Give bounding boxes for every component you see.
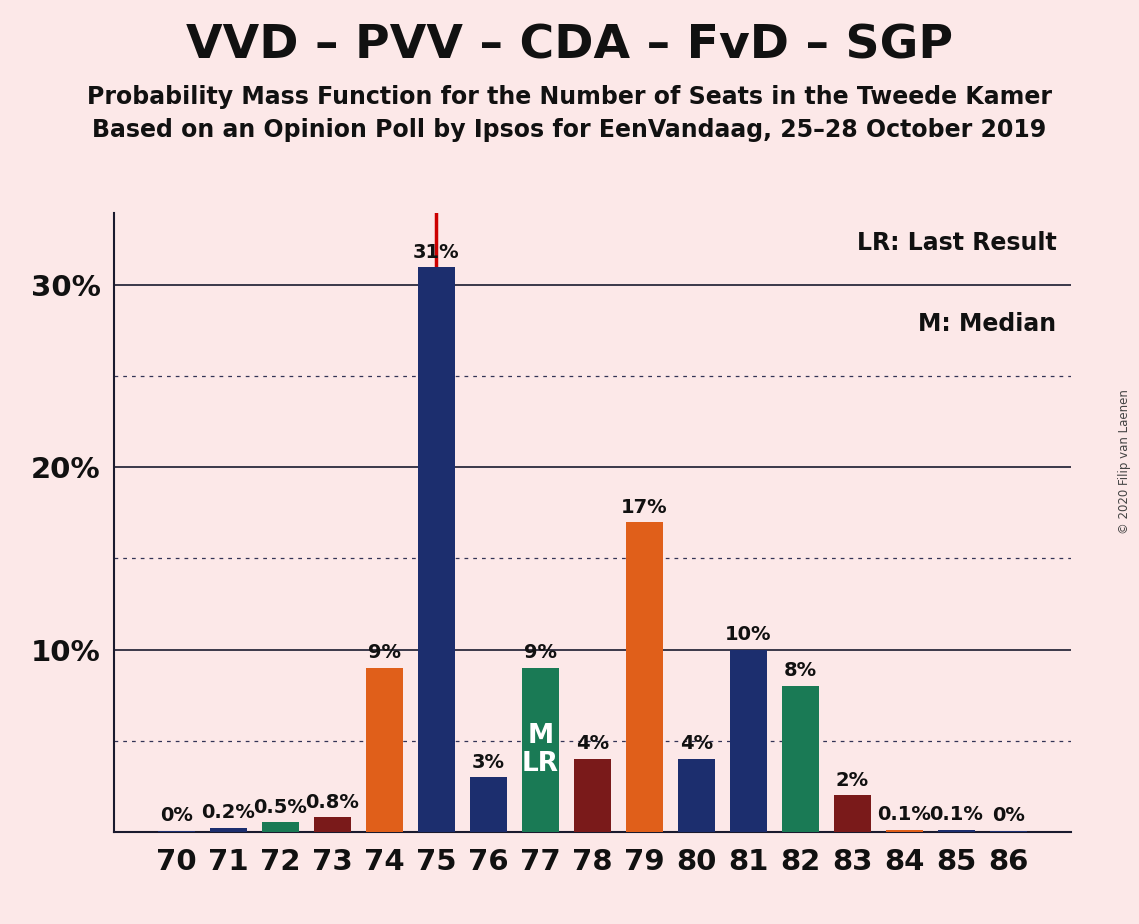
Bar [937, 830, 975, 832]
Bar [469, 777, 507, 832]
Text: © 2020 Filip van Laenen: © 2020 Filip van Laenen [1118, 390, 1131, 534]
Text: 9%: 9% [368, 643, 401, 663]
Text: 17%: 17% [621, 498, 667, 517]
Text: 4%: 4% [680, 735, 713, 753]
Text: 8%: 8% [784, 662, 817, 680]
Bar [625, 522, 663, 832]
Bar [313, 817, 351, 832]
Text: 10%: 10% [726, 625, 771, 644]
Text: 0%: 0% [992, 807, 1025, 825]
Text: 3%: 3% [472, 752, 505, 772]
Bar [730, 650, 767, 832]
Bar [366, 668, 403, 832]
Text: 9%: 9% [524, 643, 557, 663]
Text: M
LR: M LR [522, 723, 559, 777]
Text: 0%: 0% [159, 807, 192, 825]
Bar [262, 822, 300, 832]
Bar [418, 267, 454, 832]
Bar [885, 830, 923, 832]
Text: 31%: 31% [413, 243, 460, 261]
Bar [834, 796, 871, 832]
Text: 0.1%: 0.1% [929, 806, 983, 824]
Bar [574, 759, 611, 832]
Text: 0.8%: 0.8% [305, 793, 359, 811]
Bar [522, 668, 559, 832]
Text: VVD – PVV – CDA – FvD – SGP: VVD – PVV – CDA – FvD – SGP [186, 23, 953, 68]
Text: 0.1%: 0.1% [877, 806, 932, 824]
Bar [210, 828, 247, 832]
Text: LR: Last Result: LR: Last Result [857, 231, 1056, 255]
Bar [678, 759, 715, 832]
Text: Based on an Opinion Poll by Ipsos for EenVandaag, 25–28 October 2019: Based on an Opinion Poll by Ipsos for Ee… [92, 118, 1047, 142]
Text: 4%: 4% [575, 735, 609, 753]
Text: 0.5%: 0.5% [253, 798, 308, 817]
Bar [781, 686, 819, 832]
Text: 2%: 2% [836, 771, 869, 790]
Text: Probability Mass Function for the Number of Seats in the Tweede Kamer: Probability Mass Function for the Number… [87, 85, 1052, 109]
Text: 0.2%: 0.2% [202, 804, 255, 822]
Text: M: Median: M: Median [918, 311, 1056, 335]
